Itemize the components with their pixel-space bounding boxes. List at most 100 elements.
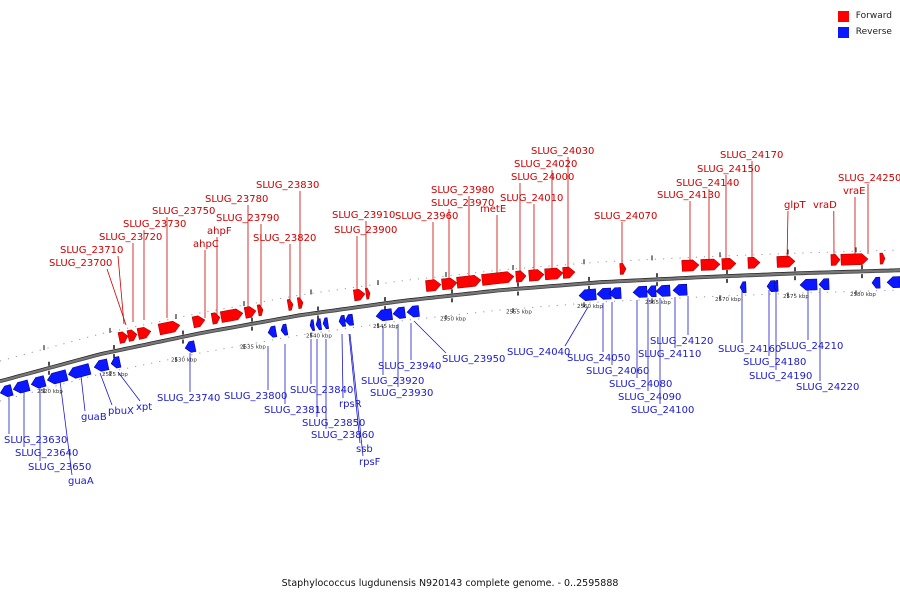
reverse-gene-label: SLUG_23840 (290, 385, 353, 396)
reverse-gene-arrow (886, 276, 900, 288)
reverse-gene-label: SLUG_24110 (638, 349, 701, 360)
forward-gene-label: SLUG_24010 (500, 193, 563, 204)
forward-gene-label: metE (480, 204, 506, 215)
reverse-gene-arrow (322, 317, 330, 330)
reverse-gene-arrow (93, 358, 110, 372)
reverse-gene-arrow (672, 283, 688, 296)
forward-gene-arrow (117, 331, 129, 344)
reverse-label-leader (80, 375, 86, 412)
forward-gene-label: SLUG_24030 (531, 146, 594, 157)
reverse-gene-arrow (655, 284, 671, 297)
reverse-label-leader (117, 371, 141, 402)
forward-gene-label: SLUG_23830 (256, 180, 319, 191)
reverse-gene-label: SLUG_23650 (28, 462, 91, 473)
reverse-gene-arrow (46, 369, 69, 385)
tick-label: 2555 kbp (506, 310, 532, 316)
forward-gene-arrow (425, 279, 442, 292)
gene-arrows (0, 252, 900, 397)
forward-gene-label: SLUG_23750 (152, 206, 215, 217)
reverse-label-leader (99, 372, 113, 406)
tick-label: 2570 kbp (715, 297, 741, 303)
reverse-gene-label: SLUG_23740 (157, 393, 220, 404)
forward-gene-label: SLUG_23900 (334, 225, 397, 236)
reverse-gene-arrow (267, 325, 278, 338)
reverse-gene-arrow (12, 379, 31, 394)
reverse-gene-label: SLUG_24220 (796, 382, 859, 393)
reverse-gene-label: SLUG_24190 (749, 371, 812, 382)
tick-label: 2520 kbp (37, 389, 63, 395)
reverse-gene-arrow (646, 285, 657, 298)
gene-labels: SLUG_23700 SLUG_23710 SLUG_23720 SLUG_23730… (4, 146, 900, 487)
reverse-gene-label: SLUG_24090 (618, 392, 681, 403)
legend-item-reverse: Reverse (837, 24, 892, 40)
reverse-gene-arrow (344, 313, 355, 326)
forward-swatch (837, 10, 849, 22)
forward-gene-arrow (157, 320, 181, 336)
tick-label: 2540 kbp (306, 333, 332, 339)
forward-gene-arrow (256, 304, 264, 317)
reverse-gene-label: SLUG_24100 (631, 405, 694, 416)
forward-gene-arrow (515, 270, 527, 283)
forward-label-leader (786, 210, 789, 262)
forward-gene-label: vraD (813, 200, 837, 211)
reverse-gene-label: SLUG_24210 (780, 341, 843, 352)
reverse-gene-label: SLUG_24120 (650, 336, 713, 347)
tick-label: 2580 kbp (850, 292, 876, 298)
forward-gene-arrow (296, 297, 304, 310)
forward-gene-arrow (840, 253, 869, 266)
tick-label: 2535 kbp (240, 345, 266, 351)
forward-gene-arrow (481, 271, 515, 286)
reverse-gene-arrow (315, 318, 323, 331)
forward-gene-label: SLUG_23970 (431, 198, 494, 209)
forward-gene-arrow (126, 329, 138, 342)
forward-gene-label: SLUG_23730 (123, 219, 186, 230)
reverse-gene-arrow (632, 285, 648, 298)
forward-gene-label: SLUG_23710 (60, 245, 123, 256)
tick-label: 2550 kbp (440, 316, 466, 322)
forward-gene-label: glpT (784, 200, 806, 211)
reverse-gene-arrow (739, 281, 747, 294)
reverse-gene-arrow (375, 308, 393, 322)
forward-gene-label: ahpC (193, 239, 219, 250)
tick-label: 2565 kbp (645, 300, 671, 306)
reverse-gene-arrow (30, 375, 47, 389)
forward-gene-label: SLUG_24000 (511, 172, 574, 183)
reverse-gene-label: SLUG_24050 (567, 353, 630, 364)
reverse-gene-label: SLUG_24180 (743, 357, 806, 368)
reverse-gene-label: SLUG_23920 (361, 376, 424, 387)
reverse-gene-label: guaA (68, 476, 94, 487)
reverse-gene-arrow (110, 356, 122, 369)
forward-gene-arrow (619, 263, 627, 275)
tick-label: 2525 kbp (102, 372, 128, 378)
legend: Forward Reverse (837, 8, 892, 40)
forward-gene-arrow (544, 267, 564, 281)
forward-label-leader (117, 255, 125, 325)
reverse-gene-arrow (578, 288, 597, 301)
forward-gene-label: vraE (843, 186, 865, 197)
reverse-gene-label: SLUG_24080 (609, 379, 672, 390)
reverse-swatch (837, 26, 849, 38)
forward-gene-label: SLUG_23720 (99, 232, 162, 243)
forward-gene-label: SLUG_23960 (395, 211, 458, 222)
forward-gene-arrow (747, 257, 761, 269)
legend-item-forward: Forward (837, 8, 892, 24)
forward-gene-label: SLUG_24170 (720, 150, 783, 161)
forward-gene-label: SLUG_23910 (332, 210, 395, 221)
tick-label: 2575 kbp (783, 294, 809, 300)
reverse-gene-arrow (799, 278, 818, 291)
reverse-gene-label: SLUG_23630 (4, 435, 67, 446)
reverse-gene-arrow (871, 276, 881, 289)
reverse-gene-label: pbuX (108, 406, 134, 417)
forward-gene-label: SLUG_23780 (205, 194, 268, 205)
reverse-gene-label: guaB (81, 412, 107, 423)
reverse-label-leader (413, 320, 447, 354)
forward-gene-arrow (830, 254, 841, 266)
forward-label-leader (106, 268, 127, 326)
forward-gene-arrow (441, 277, 458, 291)
reverse-label-leader (59, 380, 73, 476)
forward-gene-arrow (721, 258, 737, 270)
forward-gene-label: SLUG_23790 (216, 213, 279, 224)
reverse-gene-arrow (766, 280, 776, 292)
forward-gene-arrow (681, 259, 700, 272)
